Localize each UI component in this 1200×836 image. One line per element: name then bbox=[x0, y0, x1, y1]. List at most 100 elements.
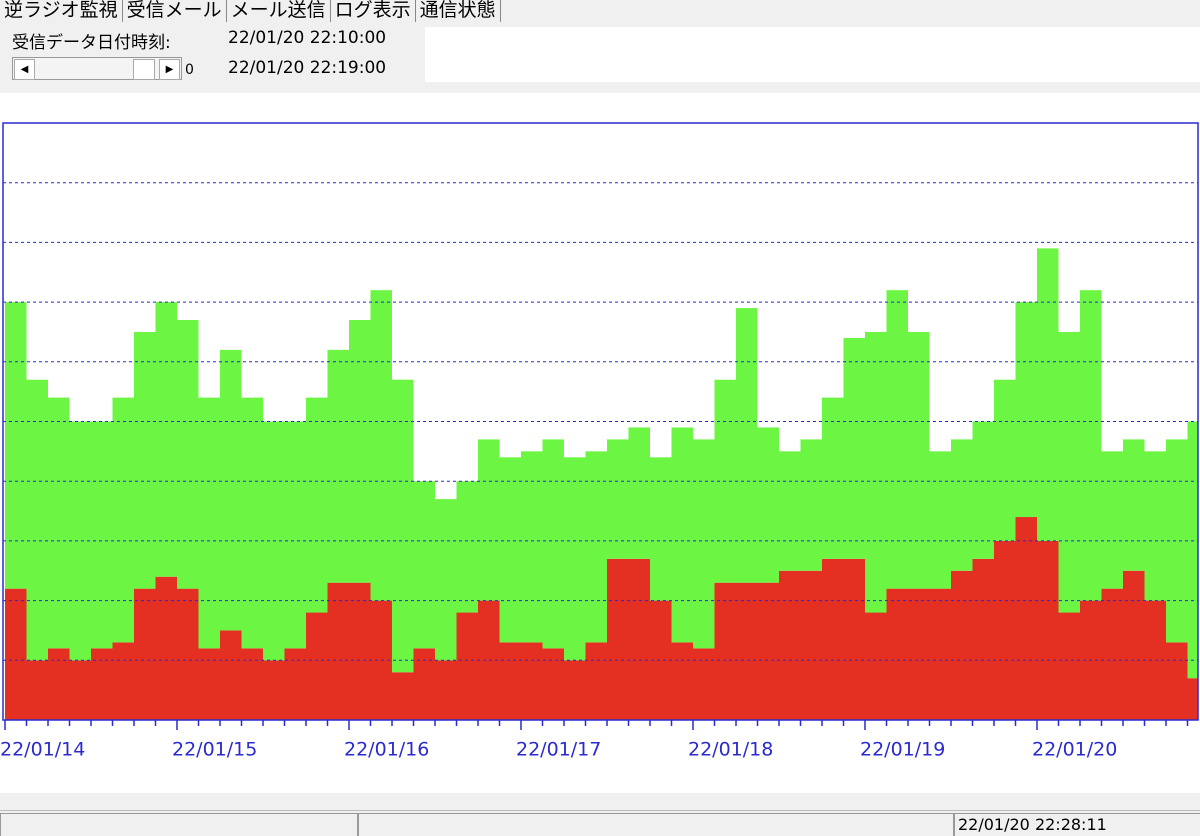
x-tick-label: 22/01/15 bbox=[172, 739, 257, 761]
bar-segment bbox=[972, 421, 994, 559]
bar-segment bbox=[91, 421, 113, 649]
bar-segment bbox=[1187, 421, 1198, 679]
bar-segment bbox=[994, 540, 1016, 720]
bar-segment bbox=[26, 660, 48, 720]
bar-segment bbox=[306, 397, 328, 613]
bar-segment bbox=[392, 672, 414, 720]
bar-segment bbox=[155, 302, 177, 577]
bar-segment bbox=[585, 642, 607, 720]
bar-segment bbox=[650, 600, 672, 720]
bar-segment bbox=[1187, 678, 1198, 720]
bar-segment bbox=[779, 451, 801, 571]
bar-segment bbox=[220, 630, 242, 720]
bar-segment bbox=[929, 451, 951, 589]
bar-segment bbox=[1037, 248, 1059, 541]
bar-segment bbox=[177, 588, 199, 720]
bar-segment bbox=[1166, 439, 1188, 643]
bar-segment bbox=[177, 320, 199, 589]
x-tick-label: 22/01/14 bbox=[0, 739, 85, 761]
bar-segment bbox=[327, 349, 349, 583]
bar-segment bbox=[1037, 540, 1059, 720]
bar-segment bbox=[5, 302, 27, 589]
bar-segment bbox=[435, 499, 457, 661]
bar-segment bbox=[284, 421, 306, 649]
bar-segment bbox=[843, 337, 865, 559]
bar-segment bbox=[48, 648, 70, 720]
bar-segment bbox=[972, 558, 994, 720]
bar-segment bbox=[1101, 588, 1123, 720]
tab[interactable]: ログ表示 bbox=[330, 0, 416, 22]
plot-frame bbox=[2, 122, 1199, 721]
bar-segment bbox=[456, 612, 478, 720]
bar-segment bbox=[1123, 439, 1145, 571]
status-panel bbox=[358, 813, 954, 836]
bar-segment bbox=[607, 439, 629, 559]
bar-segment bbox=[671, 427, 693, 643]
bar-segment bbox=[241, 397, 263, 649]
x-tick-label: 22/01/19 bbox=[860, 739, 945, 761]
bar-segment bbox=[5, 588, 27, 720]
time-from: 22/01/20 22:10:00 bbox=[228, 28, 387, 48]
bar-segment bbox=[1058, 612, 1080, 720]
bar-segment bbox=[650, 457, 672, 601]
tab-bar: 逆ラジオ監視 受信メール メール送信 ログ表示 通信状態 bbox=[0, 0, 501, 22]
bar-segment bbox=[392, 379, 414, 673]
bar-segment bbox=[736, 582, 758, 720]
bar-segment bbox=[564, 660, 586, 720]
x-tick-label: 22/01/20 bbox=[1032, 739, 1117, 761]
bar-segment bbox=[951, 570, 973, 720]
bar-segment bbox=[478, 600, 500, 720]
scroll-thumb[interactable] bbox=[133, 59, 155, 80]
status-bar: 22/01/20 22:28:11 bbox=[0, 810, 1200, 836]
bar-segment bbox=[908, 588, 930, 720]
chart: 22/01/14 22/01/15 22/01/16 22/01/17 22/01/18… bbox=[0, 93, 1200, 793]
bar-segment bbox=[822, 558, 844, 720]
bar-segment bbox=[198, 397, 220, 649]
scroll-left[interactable]: ◀ bbox=[14, 59, 35, 80]
tab[interactable]: 逆ラジオ監視 bbox=[0, 0, 123, 22]
bar-segment bbox=[91, 648, 113, 720]
status-time: 22/01/20 22:28:11 bbox=[958, 815, 1107, 834]
bar-segment bbox=[521, 642, 543, 720]
bar-segment bbox=[112, 642, 134, 720]
bar-segment bbox=[951, 439, 973, 571]
bar-segment bbox=[1015, 302, 1037, 518]
bar-segment bbox=[48, 397, 70, 649]
header-label: 受信データ日付時刻: bbox=[12, 33, 171, 53]
bar-segment bbox=[1144, 451, 1166, 601]
bar-segment bbox=[69, 660, 91, 720]
bar-segment bbox=[607, 558, 629, 720]
bar-segment bbox=[542, 439, 564, 649]
scroll-value: 0 bbox=[185, 62, 194, 78]
bar-segment bbox=[198, 648, 220, 720]
info-box bbox=[425, 27, 1200, 82]
scroll-right[interactable]: ▶ bbox=[159, 59, 180, 80]
tab[interactable]: 通信状態 bbox=[415, 0, 501, 22]
bar-segment bbox=[26, 379, 48, 661]
bar-segment bbox=[886, 588, 908, 720]
bar-segment bbox=[757, 582, 779, 720]
bar-segment bbox=[1015, 517, 1037, 720]
scrollbar[interactable]: ◀ ▶ bbox=[12, 57, 182, 80]
bar-segment bbox=[134, 588, 156, 720]
bar-segment bbox=[843, 558, 865, 720]
bar-segment bbox=[349, 320, 371, 583]
bar-segment bbox=[671, 642, 693, 720]
bar-segment bbox=[693, 439, 715, 649]
status-panel bbox=[954, 813, 1200, 836]
bar-segment bbox=[521, 451, 543, 643]
tab[interactable]: 受信メール bbox=[122, 0, 227, 22]
x-tick-label: 22/01/17 bbox=[516, 739, 601, 761]
bar-segment bbox=[564, 457, 586, 661]
bar-segment bbox=[413, 481, 435, 649]
bar-segment bbox=[1058, 331, 1080, 613]
bar-segment bbox=[585, 451, 607, 643]
bar-segment bbox=[327, 582, 349, 720]
bar-segment bbox=[865, 612, 887, 720]
bar-segment bbox=[757, 427, 779, 583]
tab[interactable]: メール送信 bbox=[226, 0, 331, 22]
bar-segment bbox=[800, 570, 822, 720]
bar-segment bbox=[456, 481, 478, 613]
bar-segment bbox=[1080, 290, 1102, 601]
bar-segment bbox=[736, 308, 758, 583]
